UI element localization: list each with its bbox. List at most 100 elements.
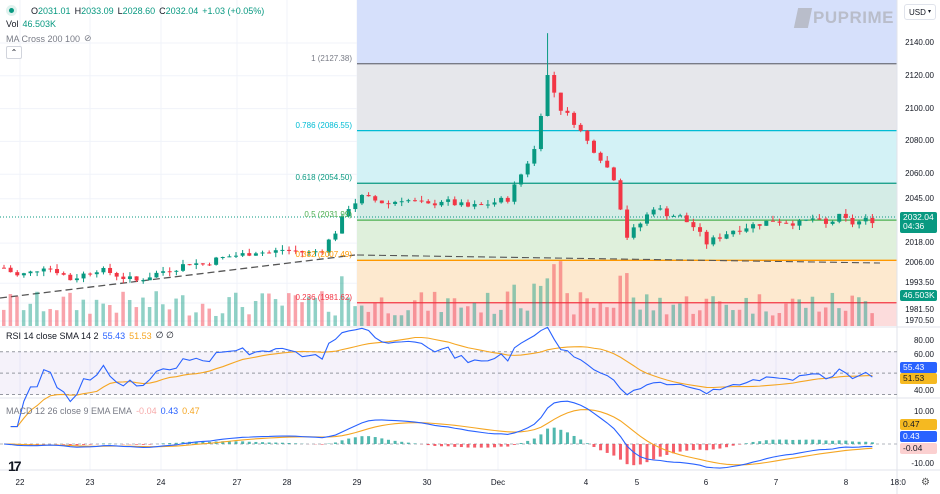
volume-bar xyxy=(731,310,735,326)
candle-body xyxy=(784,222,789,224)
volume-bar xyxy=(412,300,417,326)
volume-bar xyxy=(147,307,152,326)
volume-bar xyxy=(21,310,26,326)
tradingview-logo[interactable]: 17 xyxy=(8,458,22,474)
volume-legend[interactable]: Vol 46.503K xyxy=(6,19,57,29)
candle-body xyxy=(187,264,192,266)
volume-bar xyxy=(525,310,530,326)
currency-selector[interactable]: USD ▾ xyxy=(904,4,936,20)
fib-level-label: 0.5 (2031.99) xyxy=(304,210,352,220)
macd-histogram-bar xyxy=(771,439,775,444)
time-axis-label: 6 xyxy=(703,478,709,487)
last-price-badge: 2032.04 04:36 xyxy=(900,212,937,233)
price-axis-label: 2120.00 xyxy=(905,70,934,80)
macd-histogram-bar xyxy=(221,441,225,444)
volume-bar xyxy=(837,308,841,326)
volume-bar xyxy=(538,285,543,326)
candle-body xyxy=(134,276,139,281)
volume-bar xyxy=(784,303,788,326)
volume-bar xyxy=(804,307,808,326)
market-status-icon[interactable] xyxy=(6,5,17,16)
candle-body xyxy=(214,257,219,265)
candle-body xyxy=(644,214,649,224)
ma-cross-legend[interactable]: MA Cross 200 100 ⊘ xyxy=(6,33,92,44)
volume-bar xyxy=(591,307,596,326)
volume-bar xyxy=(658,297,662,326)
volume-bar xyxy=(207,308,211,326)
volume-bar xyxy=(161,304,165,326)
time-axis-label: Dec xyxy=(490,478,506,487)
candle-body xyxy=(366,194,371,197)
volume-bar xyxy=(247,314,251,326)
volume-bar xyxy=(578,292,583,326)
price-axis-label: 1993.50 xyxy=(905,278,934,288)
volume-bar xyxy=(479,312,483,326)
candle-body xyxy=(658,208,663,210)
macd-histogram-bar xyxy=(479,444,483,448)
candle-body xyxy=(15,272,20,276)
macd-histogram-bar xyxy=(625,444,629,465)
volume-bar xyxy=(817,311,821,326)
volume-bar xyxy=(724,304,729,326)
macd-histogram-bar xyxy=(725,444,729,448)
time-axis-label: 23 xyxy=(85,478,95,487)
candle-body xyxy=(180,264,185,271)
volume-bar xyxy=(757,294,762,326)
volume-bar xyxy=(194,312,198,326)
rsi-legend[interactable]: RSI 14 close SMA 14 2 55.43 51.53 ∅ ∅ xyxy=(6,330,174,341)
volume-bar xyxy=(61,296,66,326)
hidden-eye-icon[interactable]: ⊘ xyxy=(84,33,92,43)
volume-bar xyxy=(499,309,503,326)
volume-bar xyxy=(234,292,238,326)
macd-axis-label: -10.00 xyxy=(911,459,934,468)
macd-histogram-bar xyxy=(778,439,782,444)
collapse-legend-button[interactable]: ⌃ xyxy=(6,46,22,59)
volume-bar xyxy=(373,303,377,326)
candle-body xyxy=(558,92,563,111)
settings-gear-icon[interactable]: ⚙ xyxy=(921,477,930,488)
candle-body xyxy=(68,274,73,281)
macd-histogram-bar xyxy=(201,441,205,444)
macd-histogram-bar xyxy=(466,444,470,448)
candle-body xyxy=(638,223,643,228)
macd-histogram-bar xyxy=(499,444,503,447)
volume-bar xyxy=(565,293,569,326)
macd-legend[interactable]: MACD 12 26 close 9 EMA EMA -0.04 0.43 0.47 xyxy=(6,406,200,416)
macd-histogram-bar xyxy=(274,442,278,444)
volume-bar xyxy=(764,311,768,326)
volume-bar xyxy=(751,313,755,326)
candle-body xyxy=(48,268,53,270)
candle-body xyxy=(711,237,716,245)
candle-body xyxy=(525,163,530,175)
volume-bar xyxy=(55,310,59,326)
candle-body xyxy=(552,75,557,93)
macd-histogram-bar xyxy=(294,443,298,444)
candle-body xyxy=(161,271,166,273)
macd-histogram-bar xyxy=(791,439,795,444)
volume-bar xyxy=(492,313,497,326)
volume-bar xyxy=(857,297,861,326)
macd-hist-badge: -0.04 xyxy=(900,443,937,454)
macd-histogram-bar xyxy=(804,439,808,444)
candle-body xyxy=(432,203,437,206)
candle-body xyxy=(300,250,305,253)
macd-histogram-bar xyxy=(645,444,649,463)
volume-bar xyxy=(472,302,477,326)
price-axis-label: 2080.00 xyxy=(905,136,934,146)
macd-histogram-bar xyxy=(864,441,868,444)
macd-histogram-bar xyxy=(512,444,516,445)
candle-body xyxy=(512,184,517,202)
macd-histogram-bar xyxy=(261,442,265,444)
candle-body xyxy=(200,263,205,265)
macd-histogram-bar xyxy=(526,440,530,444)
time-axis-label: 7 xyxy=(773,478,779,487)
volume-bar xyxy=(419,292,424,326)
macd-histogram-bar xyxy=(386,439,390,444)
volume-bar xyxy=(466,306,470,326)
macd-histogram-bar xyxy=(652,444,656,460)
candle-body xyxy=(373,196,378,201)
candle-body xyxy=(870,217,875,224)
macd-histogram-bar xyxy=(267,442,271,444)
macd-histogram-bar xyxy=(585,443,589,444)
